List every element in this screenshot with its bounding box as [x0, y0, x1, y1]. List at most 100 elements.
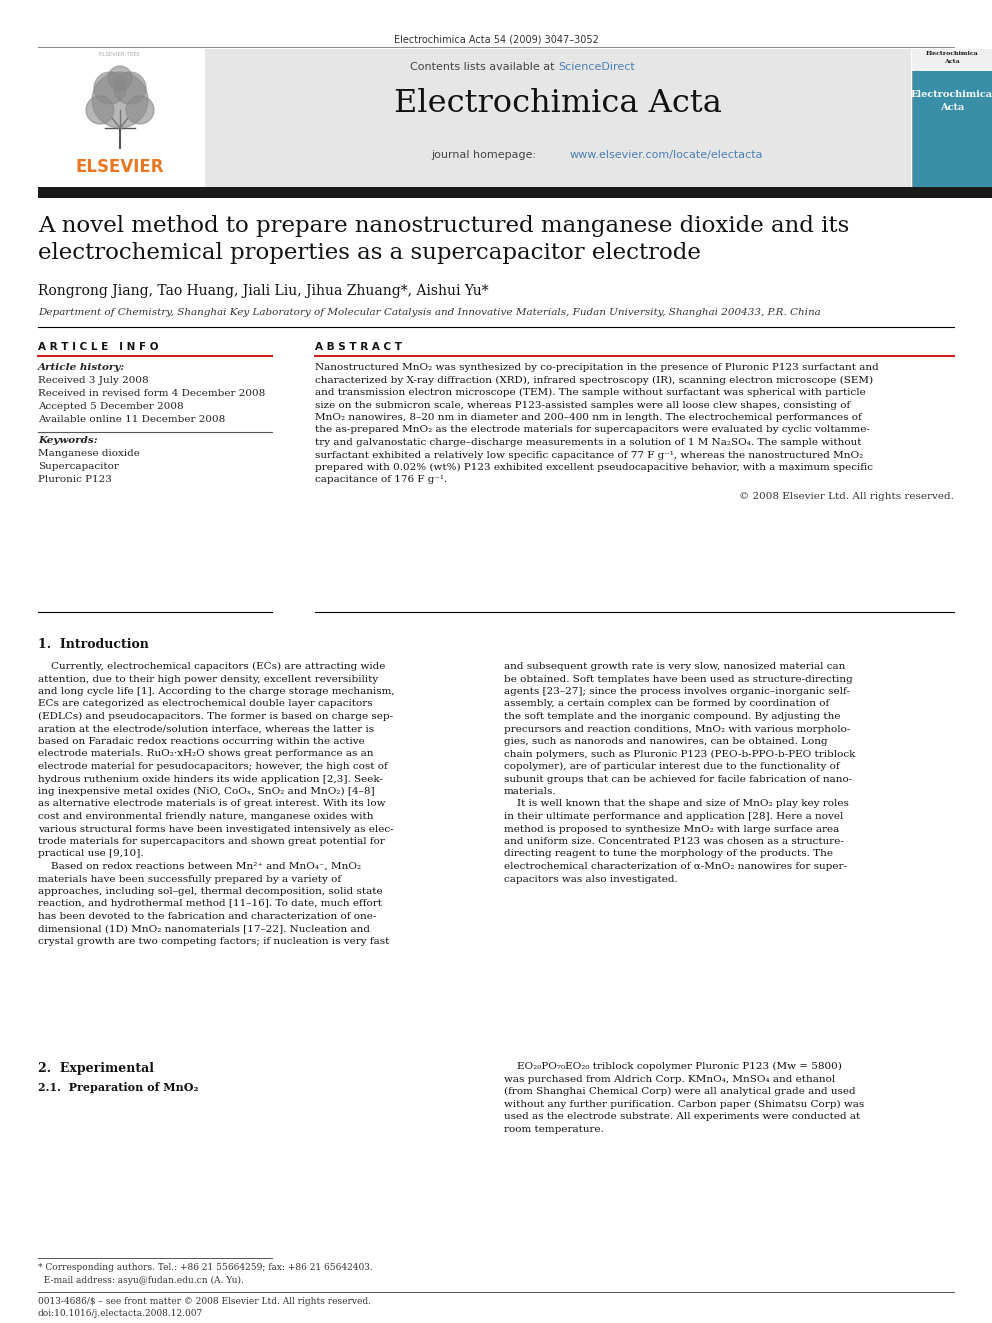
- Polygon shape: [108, 66, 132, 90]
- Text: the soft template and the inorganic compound. By adjusting the: the soft template and the inorganic comp…: [504, 712, 840, 721]
- Text: precursors and reaction conditions, MnO₂ with various morpholo-: precursors and reaction conditions, MnO₂…: [504, 725, 850, 733]
- Text: characterized by X-ray diffraction (XRD), infrared spectroscopy (IR), scanning e: characterized by X-ray diffraction (XRD)…: [315, 376, 873, 385]
- Polygon shape: [86, 97, 114, 124]
- Text: Keywords:: Keywords:: [38, 437, 97, 445]
- Text: Electrochimica Acta: Electrochimica Acta: [394, 89, 722, 119]
- Text: Currently, electrochemical capacitors (ECs) are attracting wide: Currently, electrochemical capacitors (E…: [38, 662, 385, 671]
- Text: ELSEVIER TREE: ELSEVIER TREE: [99, 52, 141, 57]
- Text: and subsequent growth rate is very slow, nanosized material can: and subsequent growth rate is very slow,…: [504, 662, 845, 671]
- Text: * Corresponding authors. Tel.: +86 21 55664259; fax: +86 21 65642403.: * Corresponding authors. Tel.: +86 21 55…: [38, 1263, 373, 1271]
- Text: Based on redox reactions between Mn²⁺ and MnO₄⁻, MnO₂: Based on redox reactions between Mn²⁺ an…: [38, 863, 361, 871]
- Text: Received 3 July 2008: Received 3 July 2008: [38, 376, 149, 385]
- Text: crystal growth are two competing factors; if nucleation is very fast: crystal growth are two competing factors…: [38, 937, 390, 946]
- Text: Accepted 5 December 2008: Accepted 5 December 2008: [38, 402, 184, 411]
- Text: and long cycle life [1]. According to the charge storage mechanism,: and long cycle life [1]. According to th…: [38, 687, 395, 696]
- Text: in their ultimate performance and application [28]. Here a novel: in their ultimate performance and applic…: [504, 812, 843, 822]
- Text: surfactant exhibited a relatively low specific capacitance of 77 F g⁻¹, whereas : surfactant exhibited a relatively low sp…: [315, 451, 863, 459]
- Text: electrochemical characterization of α-MnO₂ nanowires for super-: electrochemical characterization of α-Mn…: [504, 863, 847, 871]
- Text: E-mail address: asyu@fudan.edu.cn (A. Yu).: E-mail address: asyu@fudan.edu.cn (A. Yu…: [38, 1275, 244, 1285]
- Text: 0013-4686/$ – see front matter © 2008 Elsevier Ltd. All rights reserved.: 0013-4686/$ – see front matter © 2008 El…: [38, 1297, 371, 1306]
- Text: 2.  Experimental: 2. Experimental: [38, 1062, 154, 1076]
- Text: (EDLCs) and pseudocapacitors. The former is based on charge sep-: (EDLCs) and pseudocapacitors. The former…: [38, 712, 393, 721]
- Text: the as-prepared MnO₂ as the electrode materials for supercapacitors were evaluat: the as-prepared MnO₂ as the electrode ma…: [315, 426, 870, 434]
- Text: cost and environmental friendly nature, manganese oxides with: cost and environmental friendly nature, …: [38, 812, 374, 822]
- Text: © 2008 Elsevier Ltd. All rights reserved.: © 2008 Elsevier Ltd. All rights reserved…: [739, 492, 954, 501]
- Text: journal homepage:: journal homepage:: [431, 149, 540, 160]
- Text: size on the submicron scale, whereas P123-assisted samples were all loose clew s: size on the submicron scale, whereas P12…: [315, 401, 850, 410]
- Text: electrode material for pesudocapacitors; however, the high cost of: electrode material for pesudocapacitors;…: [38, 762, 388, 771]
- Text: ELSEVIER: ELSEVIER: [75, 157, 165, 176]
- Text: has been devoted to the fabrication and characterization of one-: has been devoted to the fabrication and …: [38, 912, 376, 921]
- Text: materials.: materials.: [504, 787, 557, 796]
- Text: as alternative electrode materials is of great interest. With its low: as alternative electrode materials is of…: [38, 799, 386, 808]
- Text: electrochemical properties as a supercapacitor electrode: electrochemical properties as a supercap…: [38, 242, 701, 265]
- Text: capacitors was also investigated.: capacitors was also investigated.: [504, 875, 678, 884]
- Text: 2.1.  Preparation of MnO₂: 2.1. Preparation of MnO₂: [38, 1082, 198, 1093]
- Text: was purchased from Aldrich Corp. KMnO₄, MnSO₄ and ethanol: was purchased from Aldrich Corp. KMnO₄, …: [504, 1074, 835, 1084]
- Text: used as the electrode substrate. All experiments were conducted at: used as the electrode substrate. All exp…: [504, 1113, 860, 1121]
- Text: trode materials for supercapacitors and shown great potential for: trode materials for supercapacitors and …: [38, 837, 385, 845]
- Text: 1.  Introduction: 1. Introduction: [38, 638, 149, 651]
- Text: ECs are categorized as electrochemical double layer capacitors: ECs are categorized as electrochemical d…: [38, 700, 373, 709]
- Text: Electrochimica: Electrochimica: [926, 52, 978, 56]
- Bar: [912, 49, 992, 187]
- Text: directing reagent to tune the morphology of the products. The: directing reagent to tune the morphology…: [504, 849, 833, 859]
- Text: A novel method to prepare nanostructured manganese dioxide and its: A novel method to prepare nanostructured…: [38, 216, 849, 237]
- Text: Nanostructured MnO₂ was synthesized by co-precipitation in the presence of Pluro: Nanostructured MnO₂ was synthesized by c…: [315, 363, 879, 372]
- Text: Acta: Acta: [944, 60, 960, 64]
- Text: prepared with 0.02% (wt%) P123 exhibited excellent pseudocapacitive behavior, wi: prepared with 0.02% (wt%) P123 exhibited…: [315, 463, 873, 472]
- Text: try and galvanostatic charge–discharge measurements in a solution of 1 M Na₂SO₄.: try and galvanostatic charge–discharge m…: [315, 438, 861, 447]
- Bar: [912, 49, 992, 71]
- Bar: [38, 187, 992, 198]
- Bar: [38, 49, 203, 153]
- Text: It is well known that the shape and size of MnO₂ play key roles: It is well known that the shape and size…: [504, 799, 849, 808]
- Text: Article history:: Article history:: [38, 363, 125, 372]
- Text: Available online 11 December 2008: Available online 11 December 2008: [38, 415, 225, 423]
- Polygon shape: [94, 71, 126, 105]
- Text: electrode materials. RuO₂·xH₂O shows great performance as an: electrode materials. RuO₂·xH₂O shows gre…: [38, 750, 374, 758]
- Text: capacitance of 176 F g⁻¹.: capacitance of 176 F g⁻¹.: [315, 475, 447, 484]
- Polygon shape: [114, 71, 146, 105]
- Text: Contents lists available at: Contents lists available at: [410, 62, 558, 71]
- Text: hydrous ruthenium oxide hinders its wide application [2,3]. Seek-: hydrous ruthenium oxide hinders its wide…: [38, 774, 383, 783]
- Text: materials have been successfully prepared by a variety of: materials have been successfully prepare…: [38, 875, 341, 884]
- Text: practical use [9,10].: practical use [9,10].: [38, 849, 144, 859]
- Text: A R T I C L E   I N F O: A R T I C L E I N F O: [38, 343, 159, 352]
- Text: Pluronic P123: Pluronic P123: [38, 475, 112, 484]
- Text: reaction, and hydrothermal method [11–16]. To date, much effort: reaction, and hydrothermal method [11–16…: [38, 900, 382, 909]
- Text: Supercapacitor: Supercapacitor: [38, 462, 119, 471]
- Text: ScienceDirect: ScienceDirect: [558, 62, 635, 71]
- Text: EO₂₀PO₇₀EO₂₀ triblock copolymer Pluronic P123 (Mw = 5800): EO₂₀PO₇₀EO₂₀ triblock copolymer Pluronic…: [504, 1062, 842, 1072]
- Text: (from Shanghai Chemical Corp) were all analytical grade and used: (from Shanghai Chemical Corp) were all a…: [504, 1088, 856, 1097]
- Text: attention, due to their high power density, excellent reversibility: attention, due to their high power densi…: [38, 675, 378, 684]
- Text: agents [23–27]; since the process involves organic–inorganic self-: agents [23–27]; since the process involv…: [504, 687, 850, 696]
- Text: approaches, including sol–gel, thermal decomposition, solid state: approaches, including sol–gel, thermal d…: [38, 886, 383, 896]
- Text: room temperature.: room temperature.: [504, 1125, 604, 1134]
- Text: without any further purification. Carbon paper (Shimatsu Corp) was: without any further purification. Carbon…: [504, 1099, 864, 1109]
- Text: Rongrong Jiang, Tao Huang, Jiali Liu, Jihua Zhuang*, Aishui Yu*: Rongrong Jiang, Tao Huang, Jiali Liu, Ji…: [38, 284, 489, 298]
- Text: based on Faradaic redox reactions occurring within the active: based on Faradaic redox reactions occurr…: [38, 737, 365, 746]
- Text: and uniform size. Concentrated P123 was chosen as a structure-: and uniform size. Concentrated P123 was …: [504, 837, 844, 845]
- Text: MnO₂ nanowires, 8–20 nm in diameter and 200–400 nm in length. The electrochemica: MnO₂ nanowires, 8–20 nm in diameter and …: [315, 413, 862, 422]
- Polygon shape: [92, 71, 148, 128]
- Text: Electrochimica: Electrochimica: [911, 90, 992, 99]
- Text: Electrochimica Acta 54 (2009) 3047–3052: Electrochimica Acta 54 (2009) 3047–3052: [394, 34, 598, 44]
- Polygon shape: [126, 97, 154, 124]
- Text: copolymer), are of particular interest due to the functionality of: copolymer), are of particular interest d…: [504, 762, 839, 771]
- Text: chain polymers, such as Pluronic P123 (PEO-b-PPO-b-PEO triblock: chain polymers, such as Pluronic P123 (P…: [504, 750, 855, 758]
- Text: and transmission electron microscope (TEM). The sample without surfactant was sp: and transmission electron microscope (TE…: [315, 388, 866, 397]
- Text: ing inexpensive metal oxides (NiO, CoOₓ, SnO₂ and MnO₂) [4–8]: ing inexpensive metal oxides (NiO, CoOₓ,…: [38, 787, 375, 796]
- Text: Department of Chemistry, Shanghai Key Laboratory of Molecular Catalysis and Inno: Department of Chemistry, Shanghai Key La…: [38, 308, 820, 318]
- Text: doi:10.1016/j.electacta.2008.12.007: doi:10.1016/j.electacta.2008.12.007: [38, 1308, 203, 1318]
- Text: gies, such as nanorods and nanowires, can be obtained. Long: gies, such as nanorods and nanowires, ca…: [504, 737, 827, 746]
- Text: subunit groups that can be achieved for facile fabrication of nano-: subunit groups that can be achieved for …: [504, 774, 852, 783]
- Text: dimensional (1D) MnO₂ nanomaterials [17–22]. Nucleation and: dimensional (1D) MnO₂ nanomaterials [17–…: [38, 925, 370, 934]
- Text: be obtained. Soft templates have been used as structure-directing: be obtained. Soft templates have been us…: [504, 675, 853, 684]
- Text: www.elsevier.com/locate/electacta: www.elsevier.com/locate/electacta: [570, 149, 764, 160]
- Text: aration at the electrode/solution interface, whereas the latter is: aration at the electrode/solution interf…: [38, 725, 374, 733]
- Text: A B S T R A C T: A B S T R A C T: [315, 343, 402, 352]
- Text: method is proposed to synthesize MnO₂ with large surface area: method is proposed to synthesize MnO₂ wi…: [504, 824, 839, 833]
- Bar: [205, 49, 911, 187]
- Text: Manganese dioxide: Manganese dioxide: [38, 448, 140, 458]
- Text: assembly, a certain complex can be formed by coordination of: assembly, a certain complex can be forme…: [504, 700, 829, 709]
